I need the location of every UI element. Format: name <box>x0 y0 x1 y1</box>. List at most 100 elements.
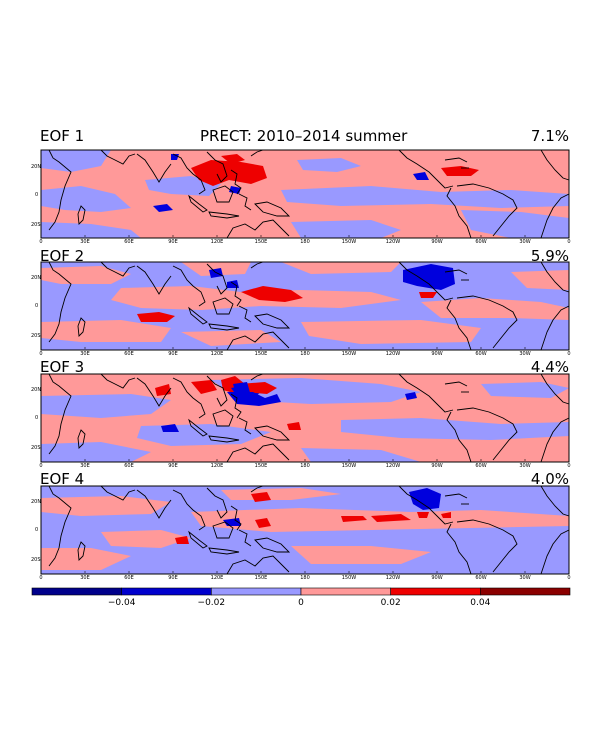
lon-tick-label: 30W <box>519 351 530 357</box>
lon-tick-label: 60W <box>475 575 486 581</box>
lon-tick-label: 150W <box>342 463 357 469</box>
panel-4-lat-ticks: 20N 0 20S <box>31 499 41 563</box>
lon-tick-label: 30W <box>519 575 530 581</box>
panel-2-variance: 5.9% <box>531 247 569 265</box>
lon-tick-label: 30E <box>80 239 90 245</box>
lon-tick-label: 0 <box>567 239 570 245</box>
lat-tick-eq: 0 <box>35 527 38 533</box>
lon-tick-label: 30E <box>80 575 90 581</box>
lon-tick-label: 150W <box>342 575 357 581</box>
lon-tick-label: 60W <box>475 463 486 469</box>
panel-4-strong-anomalies <box>175 488 451 544</box>
lon-tick-label: 90E <box>168 463 178 469</box>
lon-tick-label: 60E <box>124 351 134 357</box>
figure-title: PRECT: 2010–2014 summer <box>200 127 408 145</box>
lat-tick-eq: 0 <box>35 415 38 421</box>
panel-2-label: EOF 2 <box>40 247 84 265</box>
lon-tick-label: 180 <box>300 239 310 245</box>
lon-tick-label: 120E <box>211 463 224 469</box>
panel-3-lon-ticks: 0 30E 60E 90E 120E 150E 180 150W 120W 90W 60W 30W 0 <box>39 459 571 469</box>
panel-4-label: EOF 4 <box>40 470 84 488</box>
lon-tick-label: 180 <box>300 351 310 357</box>
lon-tick-label: 0 <box>39 239 42 245</box>
lat-tick-20n: 20N <box>31 164 41 170</box>
lon-tick-label: 120W <box>386 351 401 357</box>
lon-tick-label: 60E <box>124 463 134 469</box>
lon-tick-label: 120E <box>211 351 224 357</box>
lon-tick-label: 150E <box>255 239 268 245</box>
colorbar-label: −0.02 <box>198 598 226 608</box>
lon-tick-label: 90E <box>168 351 178 357</box>
lon-tick-label: 0 <box>39 575 42 581</box>
lon-tick-label: 0 <box>567 351 570 357</box>
lon-tick-label: 180 <box>300 463 310 469</box>
colorbar-segment <box>31 587 122 596</box>
colorbar-label: 0.02 <box>381 598 401 608</box>
lat-tick-eq: 0 <box>35 192 38 198</box>
colorbar-label: −0.04 <box>108 598 136 608</box>
lon-tick-label: 120E <box>211 575 224 581</box>
lon-tick-label: 180 <box>300 575 310 581</box>
panel-1-variance: 7.1% <box>531 127 569 145</box>
lon-tick-label: 150W <box>342 351 357 357</box>
lon-tick-label: 30E <box>80 351 90 357</box>
lon-tick-label: 30E <box>80 463 90 469</box>
panel-2-lat-ticks: 20N 0 20S <box>31 275 41 339</box>
panel-2-strong-anomalies <box>137 264 455 322</box>
lon-tick-label: 90W <box>431 351 442 357</box>
panel-4-lon-ticks: 0 30E 60E 90E 120E 150E 180 150W 120W 90W 60W 30W 0 <box>39 571 571 581</box>
lon-tick-label: 120W <box>386 463 401 469</box>
lon-tick-label: 0 <box>567 463 570 469</box>
lon-tick-label: 150W <box>342 239 357 245</box>
lon-tick-label: 30W <box>519 463 530 469</box>
panel-1-lat-ticks: 20N 0 20S <box>31 164 41 228</box>
eof-panel-2 <box>40 261 570 351</box>
lon-tick-label: 150E <box>255 351 268 357</box>
panel-4-variance: 4.0% <box>531 470 569 488</box>
lat-tick-20n: 20N <box>31 387 41 393</box>
lon-tick-label: 120W <box>386 239 401 245</box>
panel-3-lat-ticks: 20N 0 20S <box>31 387 41 451</box>
lat-tick-20s: 20S <box>31 445 41 451</box>
lon-tick-label: 90E <box>168 239 178 245</box>
lon-tick-label: 30W <box>519 239 530 245</box>
panel-1-lon-ticks: 0 30E 60E 90E 120E 150E 180 150W 120W 90W 60W 30W 0 <box>39 235 571 245</box>
lon-tick-label: 0 <box>39 463 42 469</box>
colorbar-label: 0 <box>298 598 304 608</box>
lat-tick-20s: 20S <box>31 222 41 228</box>
eof-panel-3 <box>40 373 570 463</box>
lon-tick-label: 150E <box>255 575 268 581</box>
eof-panel-4 <box>40 485 570 575</box>
lat-tick-20n: 20N <box>31 499 41 505</box>
eof-panel-1 <box>40 149 570 239</box>
panel-3-strong-anomalies <box>155 376 417 432</box>
lon-tick-label: 0 <box>567 575 570 581</box>
lat-tick-20n: 20N <box>31 275 41 281</box>
colorbar-segment <box>480 587 571 596</box>
colorbar-segment <box>211 587 302 596</box>
lat-tick-20s: 20S <box>31 557 41 563</box>
lat-tick-20s: 20S <box>31 333 41 339</box>
colorbar-segment <box>300 587 391 596</box>
colorbar-segment <box>390 587 481 596</box>
lon-tick-label: 60W <box>475 351 486 357</box>
lon-tick-label: 90E <box>168 575 178 581</box>
lon-tick-label: 60W <box>475 239 486 245</box>
lon-tick-label: 60E <box>124 575 134 581</box>
lon-tick-label: 60E <box>124 239 134 245</box>
lon-tick-label: 120E <box>211 239 224 245</box>
colorbar-segment <box>121 587 212 596</box>
lon-tick-label: 0 <box>39 351 42 357</box>
colorbar-label: 0.04 <box>470 598 490 608</box>
panel-1-label: EOF 1 <box>40 127 84 145</box>
lon-tick-label: 150E <box>255 463 268 469</box>
lon-tick-label: 90W <box>431 463 442 469</box>
lon-tick-label: 90W <box>431 575 442 581</box>
lat-tick-eq: 0 <box>35 303 38 309</box>
colorbar: −0.04 −0.02 0 0.02 0.04 <box>31 587 571 608</box>
panel-3-label: EOF 3 <box>40 358 84 376</box>
panel-2-lon-ticks: 0 30E 60E 90E 120E 150E 180 150W 120W 90W 60W 30W 0 <box>39 347 571 357</box>
lon-tick-label: 90W <box>431 239 442 245</box>
panel-3-variance: 4.4% <box>531 358 569 376</box>
